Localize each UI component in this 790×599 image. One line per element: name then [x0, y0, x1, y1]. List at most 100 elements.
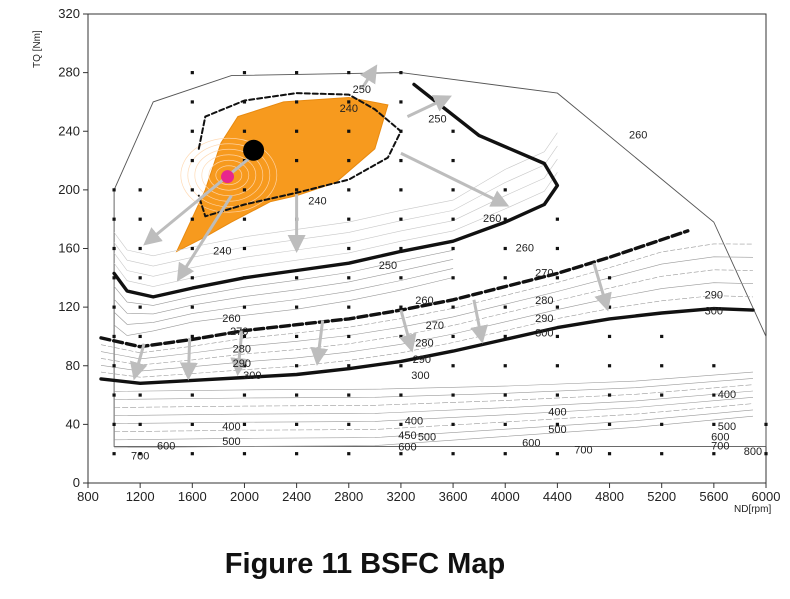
operating-point	[242, 71, 247, 75]
contour-label: 500	[222, 436, 240, 448]
operating-point	[399, 158, 403, 163]
operating-point	[555, 217, 559, 221]
operating-point	[607, 422, 612, 426]
operating-point	[399, 422, 403, 426]
operating-point	[607, 452, 612, 456]
operating-point	[295, 100, 299, 104]
operating-point	[295, 364, 299, 368]
operating-point	[112, 217, 116, 221]
operating-point	[112, 452, 116, 456]
operating-point	[242, 100, 247, 104]
x-tick-label: 4400	[543, 489, 572, 504]
operating-point	[190, 334, 194, 339]
operating-point	[555, 452, 559, 456]
figure-caption: Figure 11 BSFC Map	[224, 548, 506, 580]
operating-point	[190, 71, 194, 75]
contour-label: 400	[405, 415, 423, 427]
operating-point	[112, 422, 116, 426]
contour-label: 260	[516, 242, 534, 254]
operating-point	[347, 452, 351, 456]
operating-point	[295, 452, 299, 456]
contour-line	[114, 397, 754, 424]
plot-frame	[87, 13, 767, 484]
contour-label: 290	[705, 289, 723, 301]
operating-point	[347, 305, 351, 309]
operating-point	[295, 71, 299, 75]
y-tick-label: 120	[58, 299, 80, 314]
contour-label: 280	[233, 344, 251, 356]
operating-point	[242, 452, 247, 456]
operating-point	[112, 364, 116, 368]
arrow-layer	[129, 64, 612, 381]
operating-point	[112, 334, 116, 339]
operating-point	[242, 393, 247, 397]
contour-label: 250	[379, 260, 397, 272]
operating-point	[190, 188, 194, 192]
operating-point	[295, 188, 299, 192]
contour-line	[113, 158, 558, 277]
direction-arrow	[143, 153, 255, 246]
contour-line	[100, 269, 754, 366]
x-tick-label: 4000	[491, 489, 520, 504]
contour-label: 250	[353, 84, 371, 96]
y-tick-label: 40	[66, 416, 80, 431]
operating-point	[190, 364, 194, 368]
x-axis-label: ND[rpm]	[734, 504, 771, 515]
operating-point	[190, 276, 194, 280]
operating-point	[503, 305, 507, 309]
operating-point	[190, 100, 194, 104]
optimal-region-outline	[197, 92, 402, 218]
contour-layer	[100, 71, 768, 456]
operating-point	[190, 422, 194, 426]
x-tick-label: 5600	[699, 489, 728, 504]
contour-label: 250	[428, 113, 446, 125]
operating-point	[295, 129, 299, 133]
operating-point	[112, 188, 116, 192]
axes-layer: 800 1200 1600 2000 2400 2800 3200 3600 4000 4400 4…	[58, 6, 780, 504]
operating-point	[555, 334, 559, 339]
contour-label: 290	[413, 354, 431, 366]
operating-point	[399, 334, 403, 339]
operating-point	[451, 217, 455, 221]
operating-point	[660, 452, 664, 456]
contour-line	[100, 282, 754, 372]
y-tick-label: 160	[58, 241, 80, 256]
operating-point	[347, 188, 351, 192]
direction-arrow	[360, 64, 378, 90]
contour-label: 400	[222, 421, 240, 433]
contour-line	[100, 256, 754, 360]
operating-point	[451, 276, 455, 280]
contour-line	[113, 259, 454, 315]
operating-point	[451, 422, 455, 426]
contour-label: 270	[426, 320, 444, 332]
contour-line	[113, 132, 558, 257]
x-tick-label: 3200	[386, 489, 415, 504]
operating-point	[138, 246, 142, 251]
operating-point	[451, 246, 455, 251]
operating-point	[503, 217, 507, 221]
operating-point	[138, 393, 142, 397]
contour-label: 600	[157, 440, 175, 452]
operating-point	[295, 305, 299, 309]
operating-point	[451, 393, 455, 397]
operating-point	[503, 276, 507, 280]
operating-point	[138, 276, 142, 280]
contour-label: 260	[483, 213, 501, 225]
operating-point	[660, 422, 664, 426]
operating-point	[399, 71, 403, 75]
operating-point	[295, 334, 299, 339]
contour-label-layer: 2502402502602602602402402502602702802903…	[131, 84, 762, 462]
operating-point	[242, 334, 247, 339]
operating-point	[399, 246, 403, 251]
operating-point	[242, 305, 247, 309]
contour-label: 400	[548, 407, 566, 419]
x-tick-label: 1600	[178, 489, 207, 504]
contour-label: 260	[629, 130, 647, 142]
contour-label: 700	[574, 445, 592, 457]
operating-point	[347, 100, 351, 104]
operating-point	[399, 217, 403, 221]
direction-arrow	[406, 95, 452, 118]
operating-point	[138, 188, 142, 192]
operating-point	[242, 217, 247, 221]
x-tick-label: 6000	[752, 489, 781, 504]
